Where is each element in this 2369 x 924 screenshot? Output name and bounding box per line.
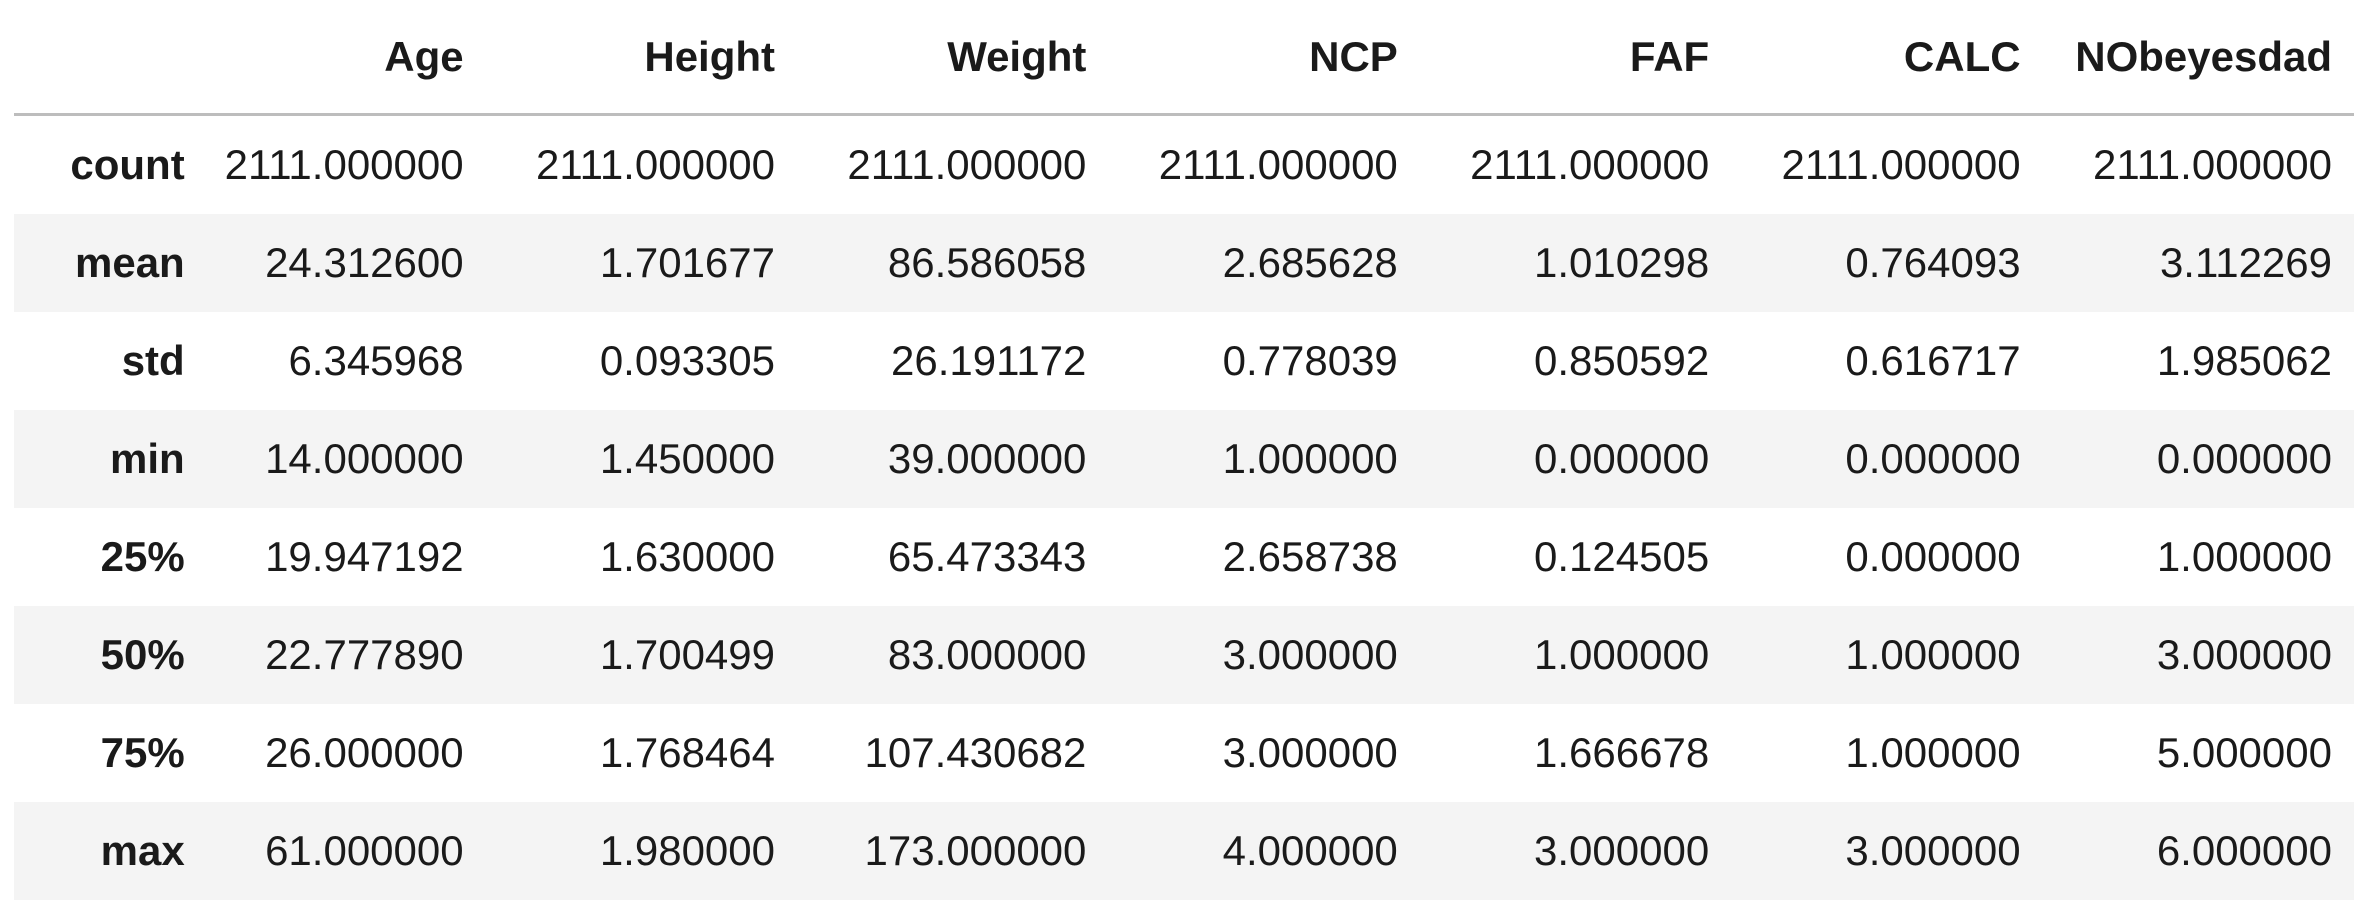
- table-cell: 2111.000000: [2092, 141, 2332, 188]
- table-cell: 0.000000: [1534, 435, 1710, 482]
- row-label: mean: [74, 239, 185, 286]
- table-cell: 3.000000: [1222, 729, 1398, 776]
- table-cell: 1.450000: [599, 435, 776, 482]
- table-cell: 1.000000: [1845, 631, 2021, 678]
- table-cell: 1.700499: [599, 631, 776, 678]
- table-cell: 2.658738: [1222, 533, 1398, 580]
- row-label: max: [100, 827, 185, 874]
- table-cell: 107.430682: [864, 729, 1087, 776]
- table-cell: 0.764093: [1845, 239, 2021, 286]
- table-cell: 86.586058: [887, 239, 1087, 286]
- column-header: NCP: [1108, 0, 1420, 116]
- table-cell: 1.010298: [1534, 239, 1710, 286]
- table-row: 50% 22.777890 1.700499 83.000000 3.00000…: [14, 606, 2354, 704]
- index-header: [14, 0, 207, 116]
- column-header: Weight: [797, 0, 1109, 116]
- table-cell: 0.778039: [1222, 337, 1398, 384]
- table-row: 75% 26.000000 1.768464 107.430682 3.0000…: [14, 704, 2354, 802]
- column-header: Age: [206, 0, 486, 116]
- table-header: Age Height Weight NCP FAF CALC NObeyesda…: [14, 0, 2354, 116]
- table-cell: 2111.000000: [1470, 141, 1710, 188]
- table-cell: 2111.000000: [847, 141, 1087, 188]
- table-cell: 0.093305: [599, 337, 776, 384]
- table-cell: 5.000000: [2156, 729, 2332, 776]
- table-cell: 1.768464: [599, 729, 776, 776]
- table-cell: 2111.000000: [224, 141, 464, 188]
- table-row: min 14.000000 1.450000 39.000000 1.00000…: [14, 410, 2354, 508]
- table-cell: 3.000000: [2156, 631, 2332, 678]
- table-cell: 0.000000: [1845, 435, 2021, 482]
- row-label: 75%: [100, 729, 185, 776]
- table-cell: 0.124505: [1534, 533, 1710, 580]
- table-cell: 2111.000000: [1781, 141, 2021, 188]
- table-cell: 6.345968: [288, 337, 464, 384]
- table-cell: 1.000000: [1534, 631, 1710, 678]
- table-cell: 1.666678: [1534, 729, 1710, 776]
- table-cell: 3.000000: [1534, 827, 1710, 874]
- table-cell: 2111.000000: [535, 141, 776, 188]
- table-cell: 61.000000: [265, 827, 464, 874]
- table-cell: 3.112269: [2159, 239, 2332, 286]
- table-row: std 6.345968 0.093305 26.191172 0.778039…: [14, 312, 2354, 410]
- table-cell: 1.630000: [599, 533, 776, 580]
- table-cell: 6.000000: [2156, 827, 2332, 874]
- row-label: std: [121, 337, 185, 384]
- table-cell: 14.000000: [265, 435, 464, 482]
- table-cell: 4.000000: [1222, 827, 1398, 874]
- table-cell: 83.000000: [887, 631, 1087, 678]
- table-cell: 26.000000: [265, 729, 464, 776]
- table-cell: 0.616717: [1845, 337, 2021, 384]
- table-cell: 1.000000: [1845, 729, 2021, 776]
- table-row: count 2111.000000 2111.000000 2111.00000…: [14, 114, 2354, 214]
- table-cell: 2111.000000: [1158, 141, 1398, 188]
- table-cell: 0.000000: [2156, 435, 2332, 482]
- table-cell: 1.980000: [599, 827, 776, 874]
- row-label: 50%: [100, 631, 185, 678]
- table-cell: 3.000000: [1222, 631, 1398, 678]
- row-label: 25%: [100, 533, 185, 580]
- table-row: max 61.000000 1.980000 173.000000 4.0000…: [14, 802, 2354, 900]
- table-cell: 3.000000: [1845, 827, 2021, 874]
- table-cell: 39.000000: [887, 435, 1087, 482]
- row-label: count: [70, 141, 185, 188]
- describe-table-container: Age Height Weight NCP FAF CALC NObeyesda…: [14, 0, 2354, 900]
- describe-table: Age Height Weight NCP FAF CALC NObeyesda…: [14, 0, 2354, 900]
- header-row: Age Height Weight NCP FAF CALC NObeyesda…: [14, 0, 2354, 116]
- table-cell: 1.000000: [1222, 435, 1398, 482]
- column-header: NObeyesdad: [2042, 0, 2354, 116]
- table-body: count 2111.000000 2111.000000 2111.00000…: [14, 114, 2354, 900]
- table-cell: 19.947192: [265, 533, 464, 580]
- table-cell: 0.000000: [1845, 533, 2021, 580]
- table-cell: 1.701677: [599, 239, 776, 286]
- table-cell: 22.777890: [265, 631, 464, 678]
- column-header: FAF: [1419, 0, 1732, 116]
- table-row: 25% 19.947192 1.630000 65.473343 2.65873…: [14, 508, 2354, 606]
- table-cell: 173.000000: [864, 827, 1087, 874]
- table-cell: 1.985062: [2156, 337, 2332, 384]
- column-header: CALC: [1731, 0, 2043, 116]
- column-header: Height: [485, 0, 798, 116]
- table-cell: 1.000000: [2156, 533, 2332, 580]
- table-cell: 24.312600: [265, 239, 464, 286]
- table-cell: 26.191172: [890, 337, 1087, 384]
- table-cell: 0.850592: [1534, 337, 1710, 384]
- table-row: mean 24.312600 1.701677 86.586058 2.6856…: [14, 214, 2354, 312]
- row-label: min: [110, 435, 185, 482]
- table-cell: 2.685628: [1222, 239, 1398, 286]
- table-cell: 65.473343: [887, 533, 1087, 580]
